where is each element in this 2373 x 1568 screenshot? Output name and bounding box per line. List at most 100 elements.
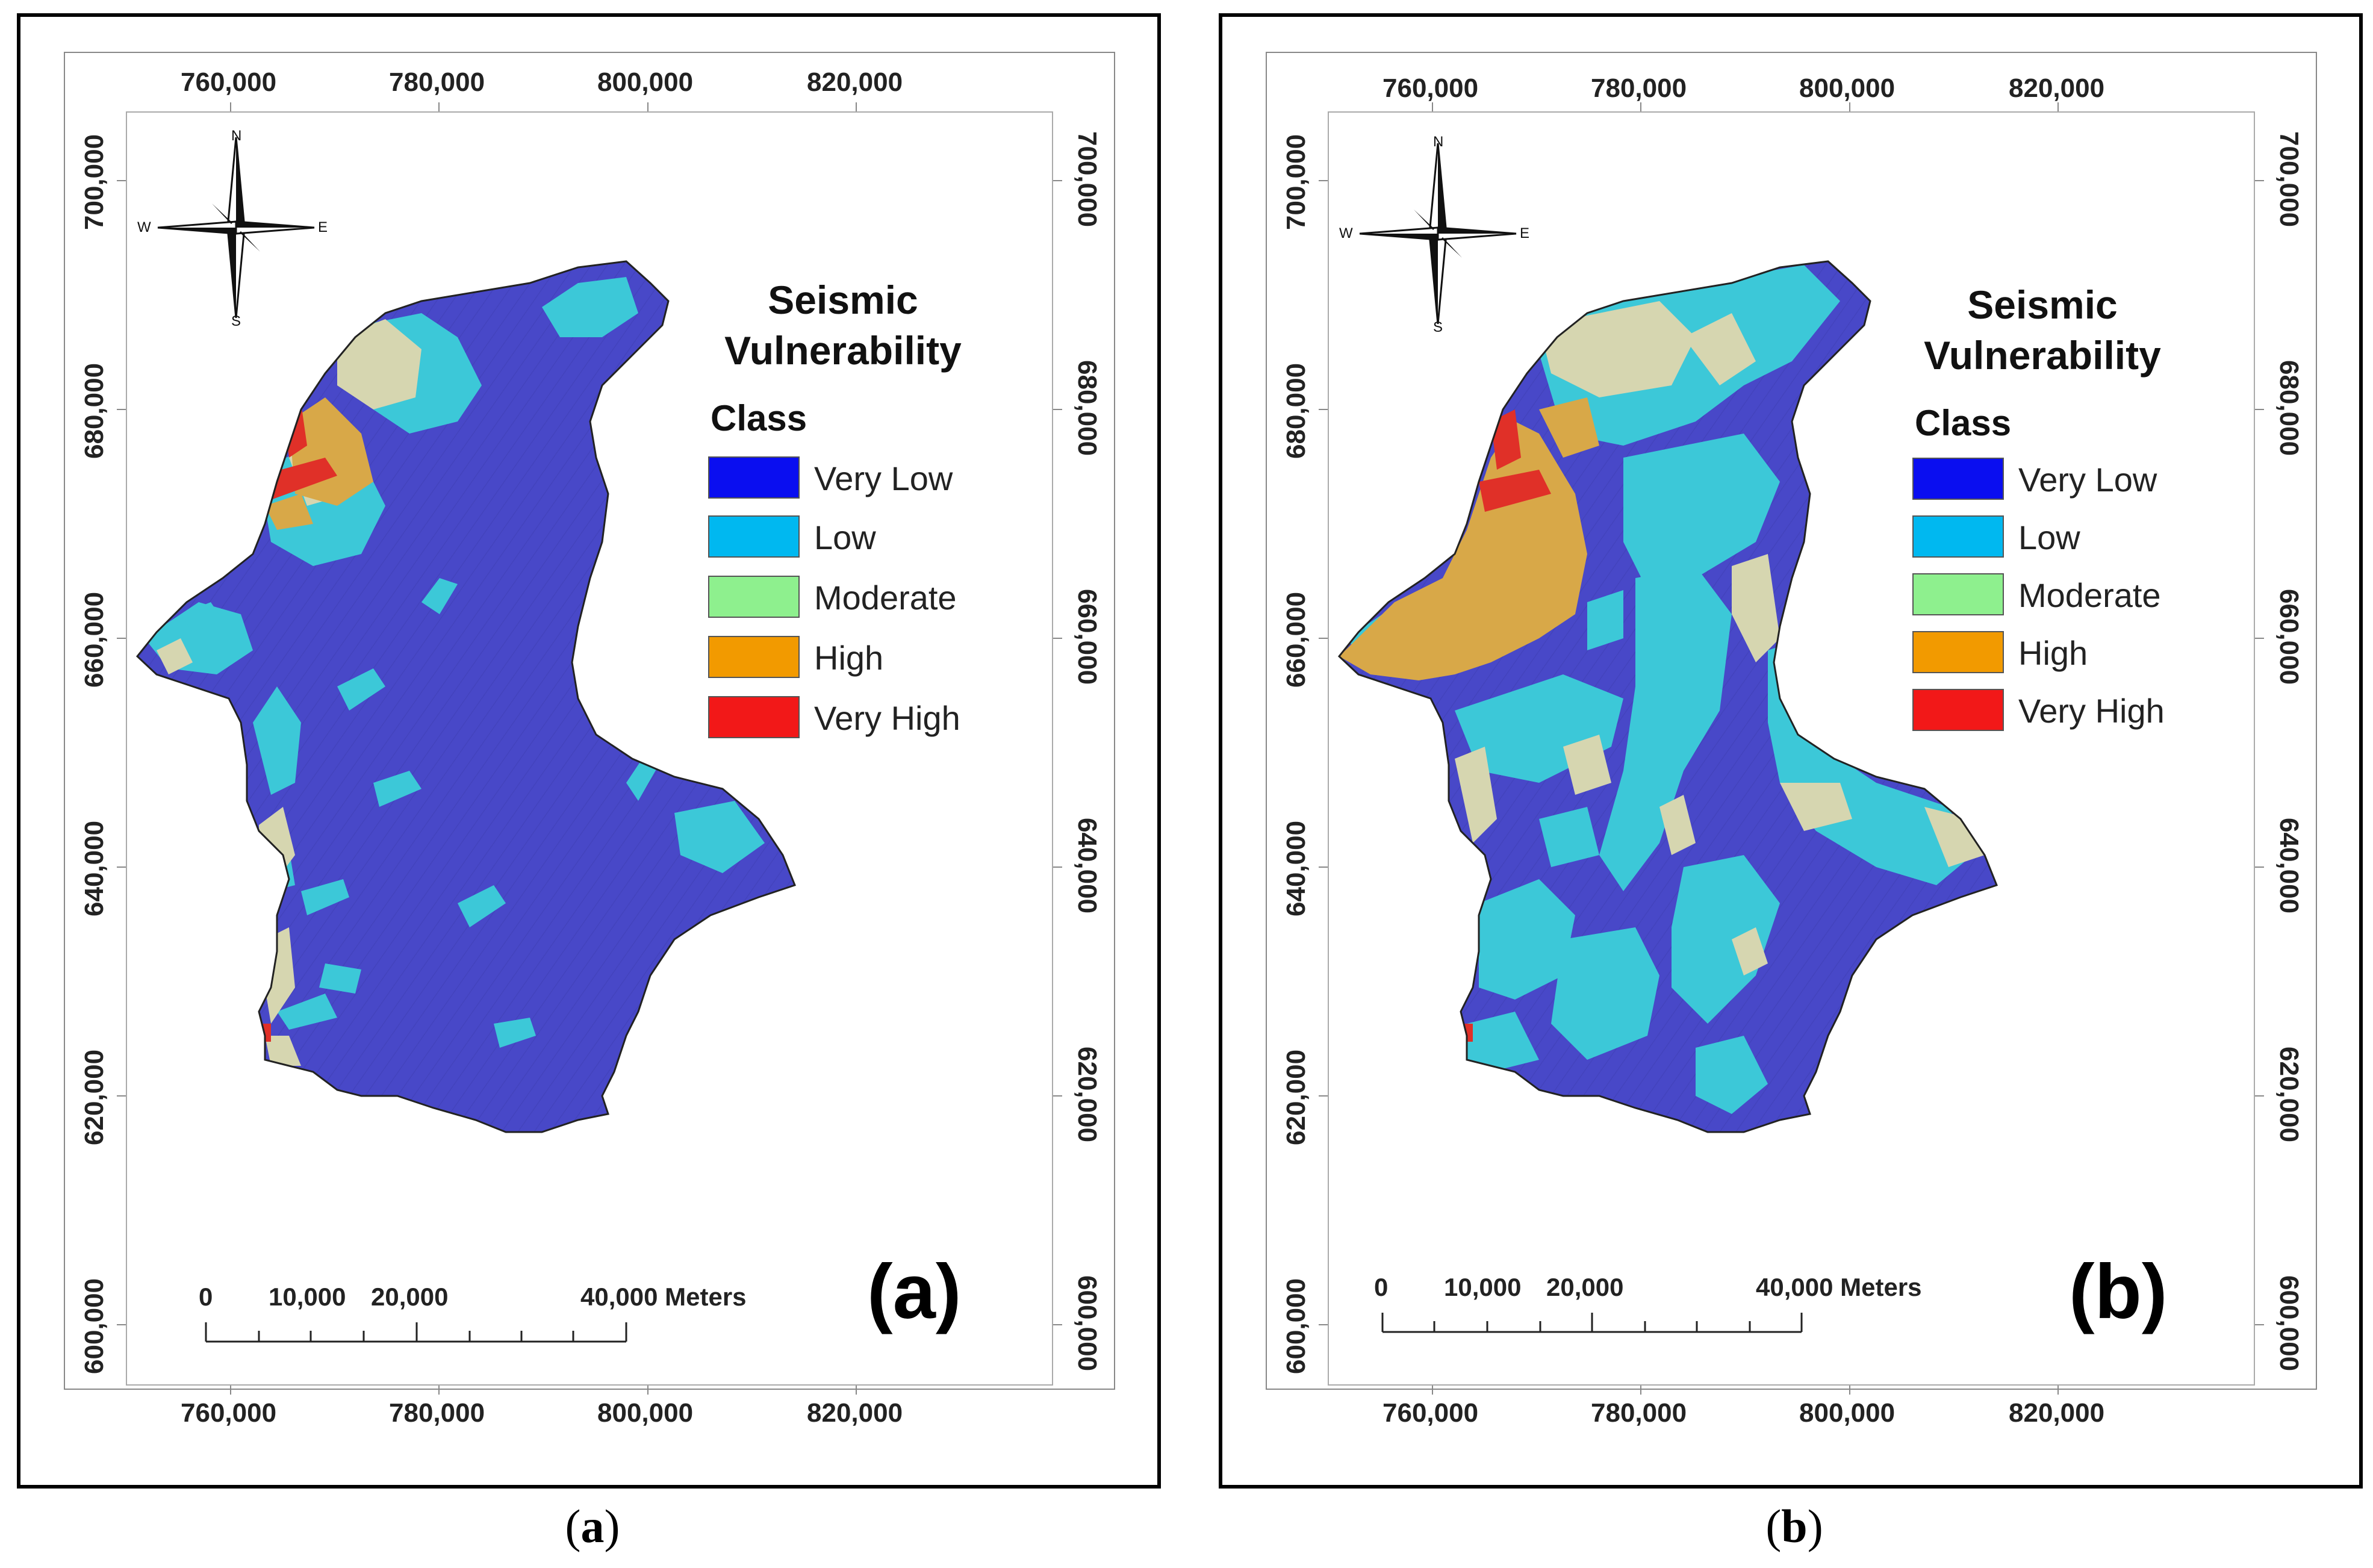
study-area-outline bbox=[135, 260, 796, 1133]
y-tick-right: 660,000 bbox=[1072, 589, 1102, 685]
x-tick-bottom: 780,000 bbox=[389, 1398, 485, 1428]
legend-title-line-2: Vulnerability bbox=[1924, 333, 2161, 378]
compass-icon bbox=[1359, 143, 1517, 325]
legend-title-line-1: Seismic bbox=[768, 278, 918, 322]
legend-title: Seismic Vulnerability bbox=[1898, 279, 2187, 381]
study-area-outline bbox=[1337, 260, 1998, 1133]
y-tick-right: 600,000 bbox=[2274, 1275, 2304, 1372]
legend-title-line-2: Vulnerability bbox=[724, 328, 962, 373]
x-tick-top: 800,000 bbox=[1799, 73, 1896, 103]
legend-item-label: Moderate bbox=[2018, 576, 2161, 614]
compass-north-label: N bbox=[231, 128, 242, 144]
y-tick-right: 640,000 bbox=[2274, 818, 2304, 914]
y-tick-left: 620,000 bbox=[1281, 1049, 1311, 1145]
y-tick-right: 600,000 bbox=[1072, 1275, 1102, 1372]
legend-item-label: High bbox=[814, 639, 884, 677]
y-tick-right: 660,000 bbox=[2274, 589, 2304, 685]
legend-title-line-1: Seismic bbox=[1967, 282, 2118, 327]
panel-label: (a) bbox=[867, 1249, 962, 1335]
legend-class-heading: Class bbox=[1915, 403, 2012, 443]
legend-swatch bbox=[708, 456, 800, 499]
compass-east-label: E bbox=[318, 219, 328, 235]
x-tick-bottom: 820,000 bbox=[2009, 1398, 2105, 1428]
y-tick-right: 700,000 bbox=[2274, 131, 2304, 228]
compass-south-label: S bbox=[231, 313, 241, 329]
legend-item-label: Very High bbox=[814, 699, 960, 737]
y-tick-right: 620,000 bbox=[2274, 1047, 2304, 1143]
x-tick-bottom: 760,000 bbox=[181, 1398, 277, 1428]
outer-frame bbox=[1219, 13, 2363, 1489]
scale-label-20000: 20,000 bbox=[371, 1283, 449, 1311]
legend-swatch bbox=[1912, 458, 2004, 500]
caption-letter: b bbox=[1781, 1500, 1808, 1552]
legend-class-heading: Class bbox=[711, 398, 807, 438]
scale-bar bbox=[1381, 1313, 1803, 1333]
scale-label-10000: 10,000 bbox=[269, 1283, 346, 1311]
map-frame bbox=[64, 52, 1115, 1390]
x-tick-bottom: 800,000 bbox=[1799, 1398, 1896, 1428]
legend-swatch bbox=[1912, 689, 2004, 731]
legend-item-label: Moderate bbox=[814, 579, 957, 617]
vulnerability-map-a bbox=[137, 261, 795, 1132]
compass-icon bbox=[157, 137, 315, 319]
x-tick-top: 780,000 bbox=[1591, 73, 1687, 103]
y-tick-right: 640,000 bbox=[1072, 818, 1102, 914]
y-tick-left: 640,000 bbox=[79, 820, 109, 916]
x-tick-top: 760,000 bbox=[181, 67, 277, 97]
y-tick-left: 640,000 bbox=[1281, 820, 1311, 916]
compass-east-label: E bbox=[1520, 225, 1530, 241]
x-tick-top: 780,000 bbox=[389, 67, 485, 97]
x-tick-top: 760,000 bbox=[1382, 73, 1479, 103]
legend-swatch bbox=[708, 696, 800, 738]
legend-item-label: Very Low bbox=[814, 459, 953, 497]
map-canvas bbox=[117, 102, 1062, 1395]
legend-swatch bbox=[708, 515, 800, 558]
panel-label: (b) bbox=[2069, 1249, 2168, 1335]
map-canvas bbox=[1319, 102, 2264, 1395]
x-tick-bottom: 800,000 bbox=[597, 1398, 694, 1428]
legend-title: Seismic Vulnerability bbox=[698, 275, 987, 376]
legend-swatch bbox=[1912, 573, 2004, 615]
x-tick-top: 820,000 bbox=[807, 67, 903, 97]
legend-item-label: Low bbox=[2018, 518, 2080, 556]
compass-south-label: S bbox=[1433, 319, 1443, 335]
legend-swatch bbox=[708, 636, 800, 678]
y-tick-right: 620,000 bbox=[1072, 1047, 1102, 1143]
y-tick-left: 660,000 bbox=[79, 591, 109, 688]
y-tick-left: 680,000 bbox=[79, 362, 109, 459]
x-tick-bottom: 820,000 bbox=[807, 1398, 903, 1428]
compass-west-label: W bbox=[137, 219, 151, 235]
y-tick-left: 600,000 bbox=[1281, 1278, 1311, 1374]
x-tick-bottom: 760,000 bbox=[1382, 1398, 1479, 1428]
x-tick-bottom: 780,000 bbox=[1591, 1398, 1687, 1428]
y-tick-left: 600,000 bbox=[79, 1278, 109, 1374]
compass-north-label: N bbox=[1433, 134, 1444, 150]
caption-letter: a bbox=[580, 1500, 605, 1552]
y-tick-left: 660,000 bbox=[1281, 591, 1311, 688]
map-panel-b: N S E W 760,000 780,000 800,000 820,000 … bbox=[1202, 0, 2373, 1568]
y-tick-left: 700,000 bbox=[1281, 134, 1311, 230]
scale-label-10000: 10,000 bbox=[1444, 1273, 1522, 1301]
y-tick-left: 680,000 bbox=[1281, 362, 1311, 459]
scale-bar bbox=[205, 1322, 627, 1343]
map-frame bbox=[1266, 52, 2317, 1390]
legend-item-label: Very Low bbox=[2018, 461, 2157, 499]
figure-caption-a: (a) bbox=[565, 1500, 620, 1552]
x-tick-top: 800,000 bbox=[597, 67, 694, 97]
scale-label-0: 0 bbox=[199, 1283, 213, 1311]
x-tick-top: 820,000 bbox=[2009, 73, 2105, 103]
legend-swatch bbox=[708, 576, 800, 618]
legend-swatch bbox=[1912, 515, 2004, 558]
figure-caption-b: (b) bbox=[1765, 1500, 1823, 1552]
legend-item-label: Very High bbox=[2018, 692, 2165, 730]
y-tick-right: 700,000 bbox=[1072, 131, 1102, 228]
scale-label-0: 0 bbox=[1374, 1273, 1389, 1301]
compass-west-label: W bbox=[1339, 225, 1353, 241]
y-tick-left: 620,000 bbox=[79, 1049, 109, 1145]
y-tick-right: 680,000 bbox=[2274, 360, 2304, 456]
legend-item-label: Low bbox=[814, 518, 876, 556]
map-panel-a: N S E W 760,000 780,000 800,000 820,000 … bbox=[0, 0, 1185, 1568]
scale-label-40000: 40,000 Meters bbox=[1756, 1273, 1922, 1301]
scale-label-20000: 20,000 bbox=[1546, 1273, 1624, 1301]
outer-frame bbox=[17, 13, 1161, 1489]
